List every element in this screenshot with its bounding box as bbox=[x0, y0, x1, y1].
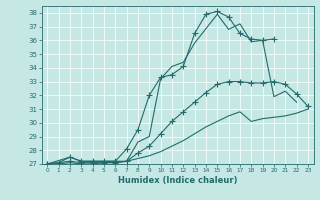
X-axis label: Humidex (Indice chaleur): Humidex (Indice chaleur) bbox=[118, 176, 237, 185]
